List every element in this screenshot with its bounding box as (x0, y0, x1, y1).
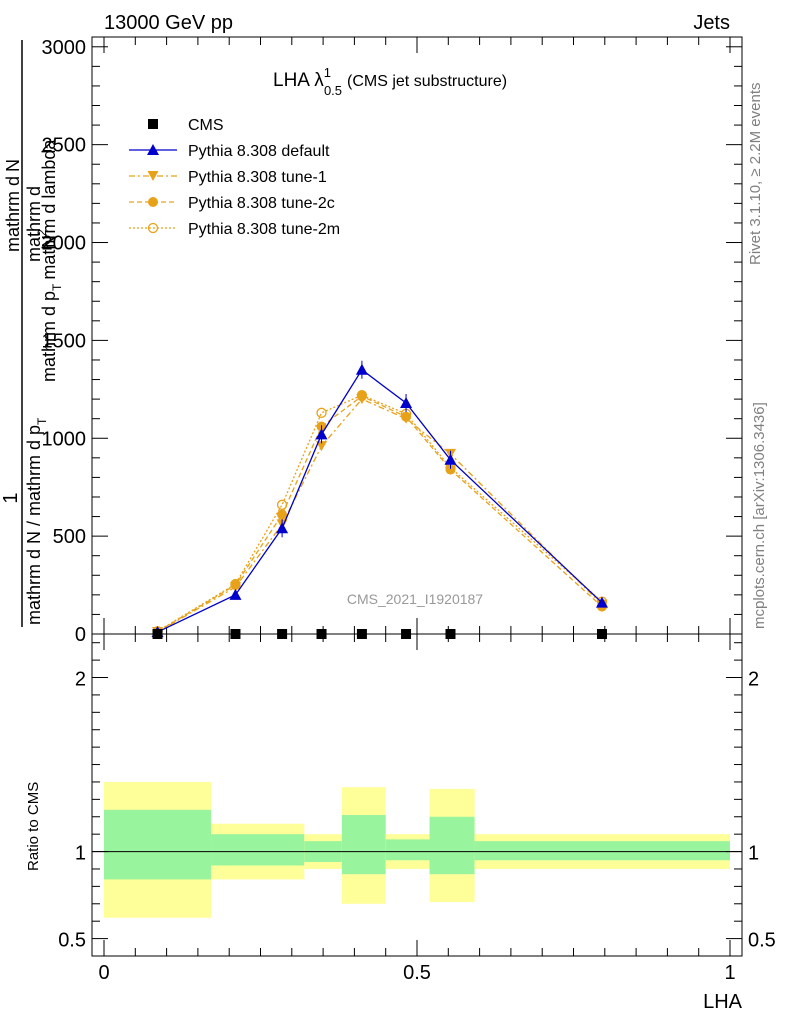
ylabel-over-a: mathrm d (24, 186, 44, 262)
ylabel-denominator: mathrm d N / mathrm d pT (24, 417, 49, 625)
ratio-band-inner (474, 841, 730, 861)
series-point (276, 522, 289, 534)
main-ytick-label: 3000 (42, 37, 87, 59)
main-ytick-label: 0 (75, 624, 86, 646)
legend-entry: Pythia 8.308 tune-2c (129, 195, 335, 212)
ratio-band-inner (104, 809, 212, 880)
series-point (400, 413, 412, 424)
ylabel-over-c: N (39, 235, 59, 248)
ylabel-top-a: mathrm d (3, 176, 23, 252)
legend-marker (147, 144, 159, 155)
x-axis-label: LHA (703, 991, 743, 1013)
ratio-ticks: 0.5 0.5 1 1 2 2 0 0.5 1 (58, 634, 776, 984)
series-point (355, 363, 368, 375)
xtick-label: 0.5 (403, 962, 431, 984)
series-point (229, 582, 241, 593)
legend-marker (147, 222, 159, 234)
series-line (157, 368, 603, 633)
legend-label: CMS (188, 117, 224, 134)
ylabel-top-b: N (3, 159, 23, 172)
series-point (595, 596, 608, 608)
header-right: Jets (693, 12, 730, 34)
series-point (276, 499, 288, 510)
legend-entry: Pythia 8.308 tune-1 (129, 169, 327, 186)
main-panel: 0 500 1000 1500 2000 2500 3000 LHA λ1 0.5 (CMS j… (42, 36, 743, 646)
rivet-label: Rivet 3.1.10, ≥ 2.2M events (747, 83, 764, 266)
main-ytick-label: 1000 (42, 428, 87, 450)
series-point (400, 397, 413, 409)
ratio-band-inner (429, 816, 475, 875)
legend-label: Pythia 8.308 default (188, 143, 330, 160)
series-point (229, 588, 242, 600)
legend-marker (148, 119, 158, 129)
main-y-ticks: 0 500 1000 1500 2000 2500 3000 (42, 37, 742, 646)
ratio-ytick-label: 0.5 (58, 930, 86, 952)
series-point (277, 509, 288, 520)
series-point (315, 428, 328, 440)
ratio-ytick-label-right: 2 (748, 669, 759, 691)
mcplots-label: mcplots.cern.ch [arXiv:1306.3436] (751, 402, 768, 629)
series-point (445, 464, 456, 475)
series-line (157, 394, 603, 632)
series-line (157, 395, 603, 633)
series-1 (151, 360, 608, 638)
xtick-label: 0 (98, 962, 109, 984)
ratio-bands (104, 781, 730, 918)
ylabel-over-b: 2 (35, 229, 49, 236)
legend-label: Pythia 8.308 tune-2m (188, 221, 340, 238)
series-point (356, 394, 368, 405)
title-main: LHA λ (273, 70, 324, 91)
ratio-band-inner (385, 839, 430, 861)
ylabel-right-c: mathrm d lambda (39, 139, 59, 280)
main-series (151, 360, 608, 639)
xtick-label: 1 (724, 962, 735, 984)
ratio-y-label: Ratio to CMS (25, 782, 42, 871)
ratio-ytick-label: 1 (75, 843, 86, 865)
legend-label: Pythia 8.308 tune-1 (188, 169, 327, 186)
title-sub: 0.5 (324, 83, 342, 98)
main-ytick-label: 2000 (42, 233, 87, 255)
legend-label: Pythia 8.308 tune-2c (188, 195, 335, 212)
legend-entry: Pythia 8.308 default (129, 143, 330, 160)
chart-title: LHA λ1 0.5 (CMS jet substructure) (273, 65, 507, 98)
header-left: 13000 GeV pp (104, 12, 233, 34)
ratio-band-inner (211, 834, 305, 866)
legend: CMS Pythia 8.308 default Pythia 8.308 tune… (129, 117, 340, 238)
ylabel-right: mathrm d pTmathrm d lambda (39, 139, 64, 382)
ratio-ytick-label: 2 (75, 669, 86, 691)
ylabel-numerator: 1 (0, 492, 22, 503)
ylabel-right-a: mathrm d p (39, 291, 59, 382)
ylabel-den-a: mathrm d N / mathrm d p (24, 425, 44, 625)
main-ytick-label: 2500 (42, 135, 87, 157)
main-ytick-label: 1500 (42, 330, 87, 352)
ratio-ytick-label-right: 0.5 (748, 930, 776, 952)
ylabel-den-b: T (35, 417, 49, 425)
legend-marker (147, 171, 159, 181)
legend-marker (148, 197, 158, 207)
series-point (444, 453, 457, 465)
legend-entry: Pythia 8.308 tune-2m (129, 221, 340, 238)
ratio-band-inner (341, 815, 386, 875)
ratio-panel: 0.5 0.5 1 1 2 2 0 0.5 1 Ratio to CMS LHA (25, 633, 776, 1013)
series-point (316, 407, 327, 418)
ratio-ytick-label-right: 1 (748, 843, 759, 865)
main-ytick-label: 500 (53, 526, 86, 548)
title-suffix: (CMS jet substructure) (347, 73, 507, 90)
series-line (157, 398, 603, 633)
title-sup: 1 (324, 65, 331, 80)
watermark: CMS_2021_I1920187 (347, 591, 483, 607)
ylabel-right-b: T (50, 283, 64, 291)
series-point (316, 441, 328, 452)
main-y-label: 1 mathrm d N / mathrm d pT mathrm d N ma… (0, 40, 64, 627)
legend-entry: CMS (148, 117, 224, 134)
